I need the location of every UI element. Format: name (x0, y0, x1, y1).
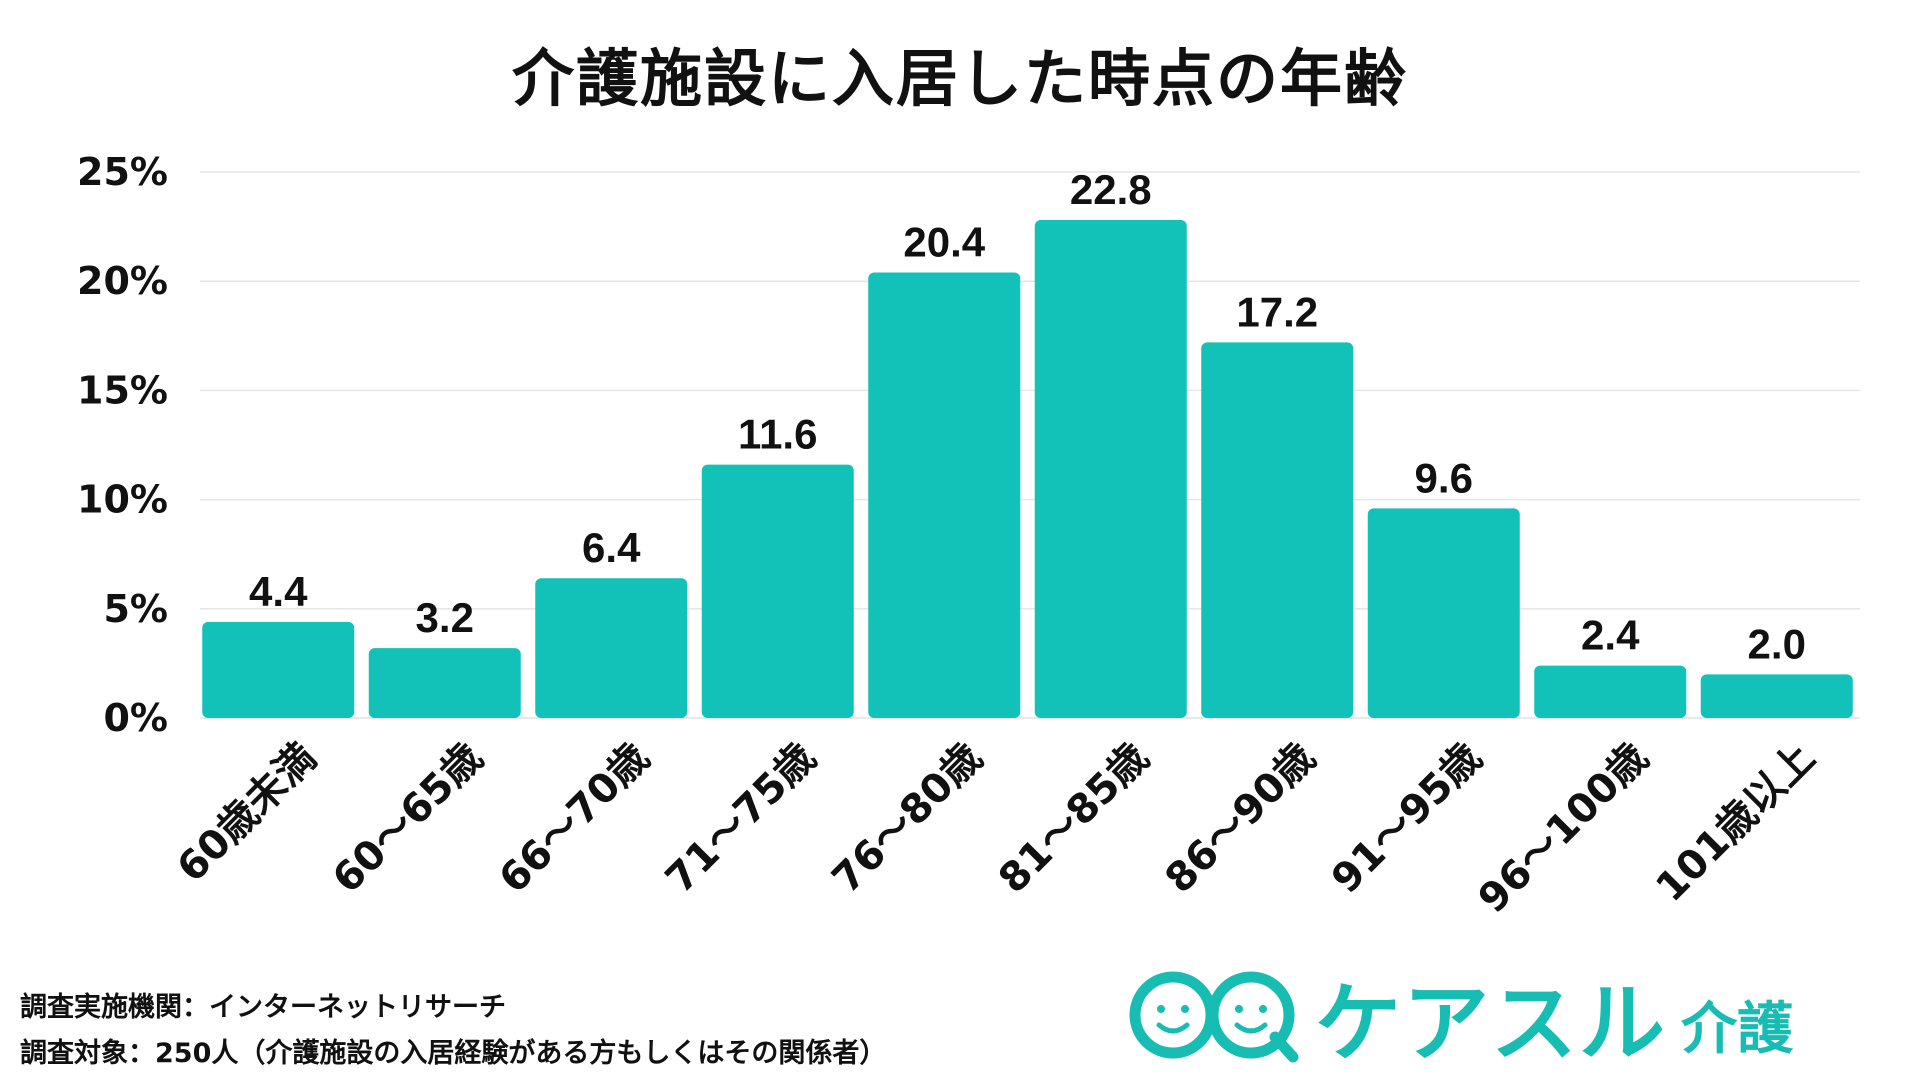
survey-method-note: 調査実施機関：インターネットリサーチ (20, 992, 506, 1023)
y-tick-label: 20% (77, 259, 168, 303)
y-axis-ticks: 0% 5% 10% 15% 20% 25% (77, 150, 168, 740)
bar-value-label: 17.2 (1236, 288, 1318, 335)
survey-target-note: 調査対象：250人（介護施設の入居経験がある方もしくはその関係者） (20, 1038, 887, 1069)
smiley-faces-logo-icon (1129, 971, 1299, 1063)
x-tick-label: 101歳以上 (1647, 735, 1823, 911)
bar-value-label: 2.0 (1748, 620, 1806, 667)
x-tick-label: 96〜100歳 (1470, 735, 1658, 923)
x-tick-label: 91〜95歳 (1323, 735, 1491, 903)
x-tick-label: 66〜70歳 (491, 735, 659, 903)
x-tick-label: 86〜90歳 (1157, 735, 1325, 903)
x-axis-ticks: 60歳未満60〜65歳66〜70歳71〜75歳76〜80歳81〜85歳86〜90… (169, 735, 1824, 923)
bar (1034, 220, 1187, 718)
bar-value-labels: 4.4 3.2 6.4 11.6 20.4 22.8 17.2 9.6 2.4 2.0 (249, 166, 1806, 667)
y-tick-label: 15% (77, 368, 168, 412)
bar (202, 621, 355, 718)
y-tick-label: 10% (77, 478, 168, 522)
bar (1534, 665, 1687, 718)
bar (1700, 674, 1853, 718)
brand-name: ケアスル (1315, 973, 1667, 1074)
x-tick-label: 71〜75歳 (657, 735, 825, 903)
bar (535, 578, 688, 718)
bar (1367, 508, 1520, 718)
y-tick-label: 0% (103, 696, 168, 740)
bar-value-label: 11.6 (738, 411, 817, 458)
bar-value-label: 3.2 (416, 594, 474, 641)
bar-chart: 0% 5% 10% 15% 20% 25% 4.4 3.2 6.4 11.6 20.4 22.8 17… (77, 150, 1860, 923)
x-tick-label: 60〜65歳 (324, 735, 492, 903)
bar-value-label: 6.4 (582, 524, 641, 571)
bars (202, 220, 1853, 718)
bar-value-label: 9.6 (1415, 454, 1473, 501)
bar-value-label: 2.4 (1581, 612, 1640, 659)
x-tick-label: 60歳未満 (169, 735, 326, 892)
bar (368, 648, 521, 718)
bar-value-label: 20.4 (903, 218, 985, 265)
bar-value-label: 22.8 (1070, 166, 1152, 213)
bar (701, 464, 854, 718)
chart-title: 介護施設に入居した時点の年齢 (511, 42, 1408, 115)
brand-subtitle: 介護 (1681, 996, 1793, 1062)
x-tick-label: 81〜85歳 (990, 735, 1158, 903)
bar-value-label: 4.4 (249, 568, 308, 615)
brand-logo: ケアスル 介護 (1125, 960, 1915, 1074)
y-tick-label: 25% (77, 150, 168, 194)
footnotes: 調査実施機関：インターネットリサーチ 調査対象：250人（介護施設の入居経験があ… (20, 985, 886, 1077)
x-tick-label: 76〜80歳 (824, 735, 992, 903)
bar (1201, 342, 1354, 718)
y-tick-label: 5% (103, 587, 168, 631)
bar (868, 272, 1021, 718)
